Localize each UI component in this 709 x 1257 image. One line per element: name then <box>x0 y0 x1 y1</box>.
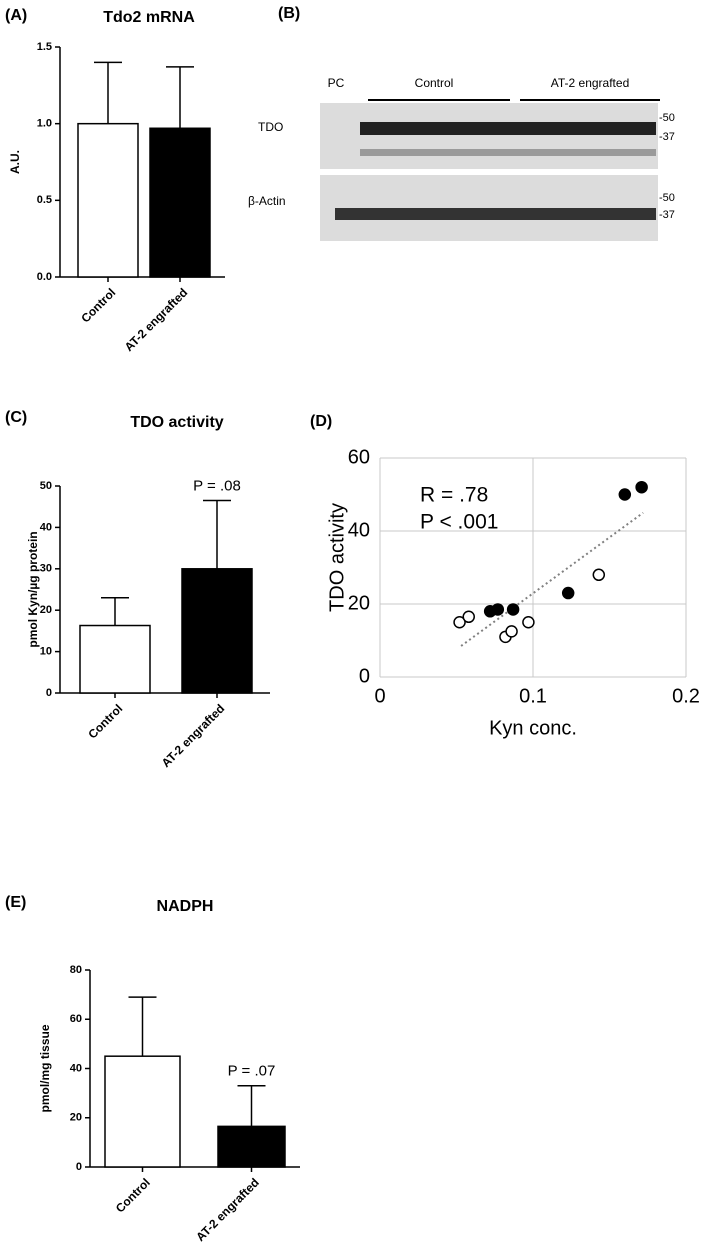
group-label: Control <box>415 76 454 90</box>
row-label: β-Actin <box>248 194 286 208</box>
x-tick-label: AT-2 engrafted <box>159 701 228 770</box>
western-blot: (B) PC Control AT-2 engrafted TDO β-Acti… <box>248 5 675 241</box>
point <box>491 603 505 616</box>
panel-label: (B) <box>278 5 300 22</box>
annotation: P = .08 <box>193 477 241 494</box>
band <box>335 208 656 220</box>
point <box>561 586 575 600</box>
annotation: P < .001 <box>420 511 498 534</box>
point <box>635 480 648 494</box>
point <box>522 616 535 629</box>
y-tick-label: 0 <box>76 1161 82 1173</box>
y-tick-label: 30 <box>40 563 52 575</box>
marker-label: -50 <box>659 192 675 204</box>
marker-label: -50 <box>659 112 675 124</box>
x-tick-label: AT-2 engrafted <box>122 285 191 354</box>
y-axis-title: pmol Kyn/µg protein <box>26 531 40 647</box>
y-tick-label: 0 <box>46 687 52 699</box>
y-tick-label: 0 <box>359 665 370 687</box>
y-tick-label: 40 <box>348 519 370 541</box>
group-label: AT-2 engrafted <box>551 76 630 90</box>
point <box>592 568 606 582</box>
panel-label: (A) <box>5 7 27 24</box>
y-axis-title: TDO activity <box>326 503 348 612</box>
point <box>506 603 520 616</box>
annotation: R = .78 <box>420 484 488 507</box>
marker-label: -37 <box>659 209 675 221</box>
y-tick-label: 20 <box>40 604 52 616</box>
y-tick-label: 40 <box>70 1062 82 1074</box>
row-label: TDO <box>258 120 283 134</box>
x-tick-label: Control <box>113 1175 153 1215</box>
x-tick-label: 0 <box>374 685 385 707</box>
x-tick-label: 0.1 <box>519 685 547 707</box>
x-tick-label: 0.2 <box>672 685 700 707</box>
bar <box>149 127 211 278</box>
chart-title: TDO activity <box>130 414 223 431</box>
bar <box>104 1055 181 1168</box>
y-tick-label: 60 <box>348 446 370 468</box>
x-tick-label: AT-2 engrafted <box>193 1175 262 1244</box>
y-tick-label: 20 <box>348 592 370 614</box>
y-tick-label: 10 <box>40 646 52 658</box>
bar <box>181 568 253 694</box>
chart-title: Tdo2 mRNA <box>103 9 195 26</box>
marker-label: -37 <box>659 131 675 143</box>
blot-image <box>320 103 658 169</box>
panel-label: (C) <box>5 409 27 426</box>
y-tick-label: 1.0 <box>37 118 52 130</box>
x-tick-label: Control <box>78 285 118 325</box>
y-tick-label: 0.5 <box>37 194 52 206</box>
y-axis-title: pmol/mg tissue <box>38 1024 52 1112</box>
y-tick-label: 1.5 <box>37 41 52 53</box>
y-axis-title: A.U. <box>8 150 22 174</box>
bar <box>79 624 151 694</box>
point <box>462 610 475 624</box>
lane-label: PC <box>328 76 345 90</box>
x-tick-label: Control <box>85 701 125 741</box>
chart-title: NADPH <box>157 898 214 915</box>
band <box>360 122 656 135</box>
bar <box>77 122 139 278</box>
point <box>505 625 518 638</box>
y-tick-label: 60 <box>70 1013 82 1025</box>
x-axis-title: Kyn conc. <box>489 717 577 739</box>
y-tick-label: 40 <box>40 521 52 533</box>
annotation: P = .07 <box>228 1063 276 1080</box>
y-tick-label: 80 <box>70 964 82 976</box>
point <box>453 616 466 629</box>
y-tick-label: 50 <box>40 480 52 492</box>
panel-label: (D) <box>310 413 332 430</box>
band <box>360 149 656 156</box>
y-tick-label: 0.0 <box>37 271 52 283</box>
y-tick-label: 20 <box>70 1112 82 1124</box>
point <box>618 488 632 501</box>
bar <box>217 1125 286 1168</box>
panel-label: (E) <box>5 894 26 911</box>
